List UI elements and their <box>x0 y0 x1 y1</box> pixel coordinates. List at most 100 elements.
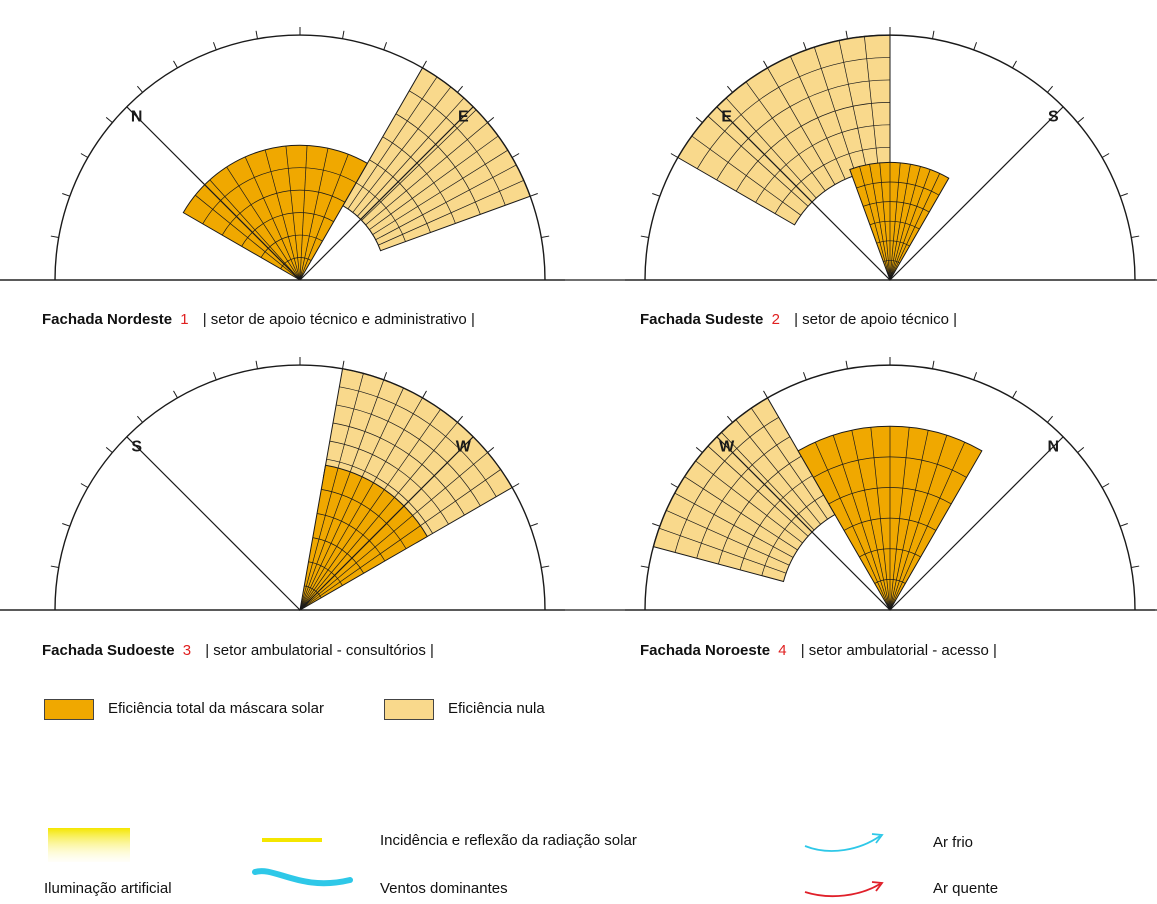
azimuth-tick <box>511 483 520 488</box>
grid-line <box>395 113 481 215</box>
grid-line <box>856 181 940 196</box>
azimuth-tick <box>383 372 388 380</box>
azimuth-tick <box>62 522 70 527</box>
cold-air-arrowhead-icon <box>871 833 884 844</box>
orientation-line <box>126 436 301 611</box>
azimuth-tick <box>1012 60 1017 69</box>
cold-air-arrow-icon <box>804 835 881 852</box>
grid-line <box>674 416 779 553</box>
legend-null-swatch <box>384 699 434 720</box>
grid-line <box>382 136 456 224</box>
orientation-line <box>889 436 1064 611</box>
azimuth-tick <box>530 192 538 197</box>
hot-air-arrowhead-icon <box>871 881 884 892</box>
grid-line <box>409 90 506 206</box>
azimuth-tick <box>652 522 660 527</box>
axis-left-4: W <box>716 436 891 611</box>
azimuth-tick <box>640 565 649 568</box>
grid-line <box>735 102 891 192</box>
diagram-2-frame <box>0 27 1157 281</box>
caption-2-sector: | setor de apoio técnico | <box>794 311 957 328</box>
legend-radiation-label: Incidência e reflexão da radiação solar <box>380 832 637 849</box>
azimuth-tick <box>255 30 258 39</box>
azimuth-tick <box>763 60 768 69</box>
grid-line <box>369 159 431 233</box>
caption-2: Fachada Sudeste 2 | setor de apoio técni… <box>640 311 957 328</box>
azimuth-tick <box>652 192 660 197</box>
orientation-line <box>889 106 1064 281</box>
grid-line <box>696 436 791 559</box>
orientation-label: E <box>458 109 469 126</box>
azimuth-tick <box>105 446 113 453</box>
diagram-4-frame <box>0 357 1157 611</box>
grid-line <box>869 220 920 230</box>
grid-line <box>774 146 891 214</box>
legend-hot-label: Ar quente <box>933 880 999 897</box>
azimuth-tick <box>80 153 89 158</box>
grid-line <box>202 167 357 225</box>
orientation-label: N <box>1048 439 1060 456</box>
azimuth-tick <box>212 42 217 50</box>
grid-line <box>339 386 497 497</box>
azimuth-tick <box>695 116 703 123</box>
azimuth-tick <box>1012 390 1017 399</box>
caption-3-number: 3 <box>182 642 192 659</box>
azimuth-tick <box>255 360 258 369</box>
grid-line <box>321 489 407 549</box>
grid-line <box>696 57 891 169</box>
null-efficiency-region <box>342 67 531 252</box>
grid-line <box>326 458 433 534</box>
orientation-label: N <box>131 109 143 126</box>
caption-1-sector: | setor de apoio técnico e administrativ… <box>202 311 475 328</box>
caption-4-facade: Fachada Noroeste <box>640 642 771 659</box>
azimuth-tick <box>670 483 679 488</box>
grid-line <box>876 240 910 247</box>
azimuth-tick <box>1101 483 1110 488</box>
azimuth-tick <box>383 42 388 50</box>
azimuth-tick <box>932 360 935 369</box>
grid-line <box>718 455 802 565</box>
azimuth-tick <box>422 390 427 399</box>
azimuth-tick <box>530 522 538 527</box>
azimuth-tick <box>802 372 807 380</box>
azimuth-tick <box>973 42 978 50</box>
azimuth-tick <box>50 235 59 238</box>
azimuth-tick <box>726 415 733 423</box>
azimuth-tick <box>342 30 345 39</box>
azimuth-tick <box>1120 192 1128 197</box>
grid-line <box>355 182 406 242</box>
orientation-label: S <box>1048 109 1059 126</box>
orientation-line <box>716 436 891 611</box>
azimuth-tick <box>457 85 464 93</box>
azimuth-tick <box>342 360 345 369</box>
axis-right-4: N <box>889 436 1064 611</box>
caption-1-number: 1 <box>180 311 189 328</box>
azimuth-tick <box>670 153 679 158</box>
azimuth-tick <box>457 415 464 423</box>
azimuth-tick <box>105 116 113 123</box>
legend-null-label: Eficiência nula <box>448 700 545 717</box>
azimuth-tick <box>932 30 935 39</box>
axis-right-1: E <box>299 106 474 281</box>
grid-line <box>874 579 906 584</box>
full-efficiency-region <box>299 464 428 611</box>
azimuth-tick <box>726 85 733 93</box>
caption-4-number: 4 <box>778 642 787 659</box>
azimuth-tick <box>1047 415 1054 423</box>
orientation-label: S <box>131 439 142 456</box>
grid-line <box>241 212 334 247</box>
azimuth-tick <box>212 372 217 380</box>
azimuth-tick <box>1131 235 1140 238</box>
azimuth-tick <box>422 60 427 69</box>
azimuth-tick <box>541 565 550 568</box>
azimuth-tick <box>136 415 143 423</box>
caption-4-sector: | setor ambulatorial - acesso | <box>800 642 997 659</box>
azimuth-tick <box>511 153 520 158</box>
orientation-line <box>716 106 891 281</box>
orientation-label: W <box>456 439 472 456</box>
grid-line <box>828 487 952 505</box>
diagram-1-mask <box>182 67 531 281</box>
grid-line <box>755 124 891 203</box>
axis-right-3: W <box>299 436 474 611</box>
